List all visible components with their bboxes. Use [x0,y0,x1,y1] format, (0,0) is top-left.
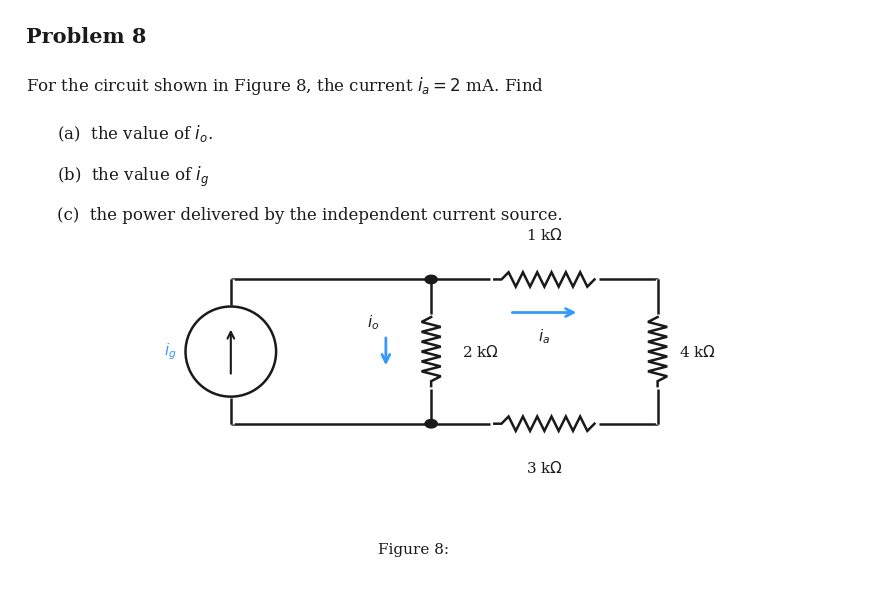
Text: (c)  the power delivered by the independent current source.: (c) the power delivered by the independe… [57,207,563,224]
Text: $i_a$: $i_a$ [538,328,550,346]
Text: Figure 8:: Figure 8: [378,543,449,557]
Circle shape [425,275,437,284]
Text: (b)  the value of $i_g$: (b) the value of $i_g$ [57,165,209,189]
Circle shape [425,419,437,428]
Text: $i_o$: $i_o$ [367,313,379,332]
Text: 3 k$\Omega$: 3 k$\Omega$ [526,460,563,476]
Text: 4 k$\Omega$: 4 k$\Omega$ [679,344,716,359]
Text: For the circuit shown in Figure 8, the current $i_a = 2$ mA. Find: For the circuit shown in Figure 8, the c… [26,75,544,97]
Text: Problem 8: Problem 8 [26,27,146,47]
Text: (a)  the value of $i_o$.: (a) the value of $i_o$. [57,123,213,144]
Text: $i_g$: $i_g$ [165,341,177,362]
Ellipse shape [186,307,276,397]
Text: 2 k$\Omega$: 2 k$\Omega$ [462,344,498,359]
Text: 1 k$\Omega$: 1 k$\Omega$ [526,227,563,243]
